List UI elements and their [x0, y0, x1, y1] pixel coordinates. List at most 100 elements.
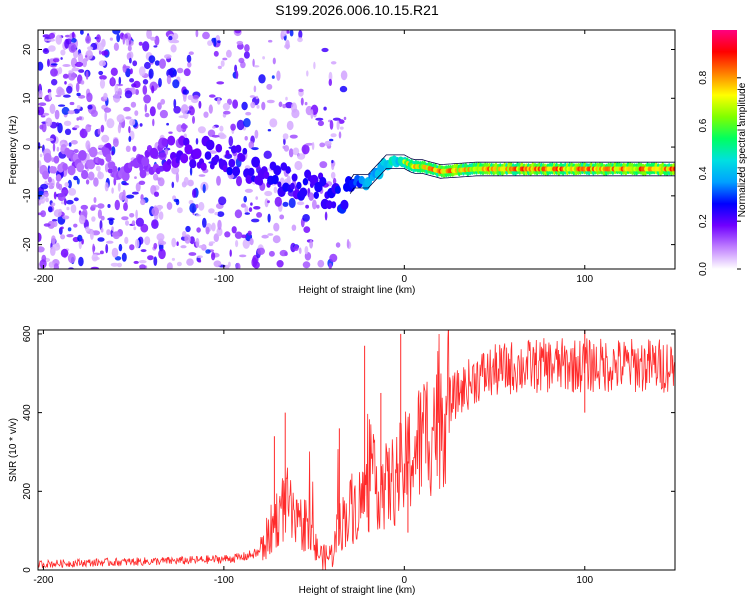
noise-speckle — [111, 150, 114, 156]
carrier-blob — [285, 166, 291, 174]
noise-speckle — [121, 252, 127, 262]
noise-speckle — [101, 50, 109, 56]
noise-speckle — [159, 58, 166, 69]
colorbar-label: Normalized spectral amplitude — [737, 82, 748, 217]
carrier-blob — [192, 148, 202, 160]
noise-speckle — [251, 257, 258, 268]
noise-speckle — [82, 58, 87, 68]
noise-speckle — [134, 110, 139, 116]
noise-speckle — [250, 202, 253, 206]
noise-speckle — [60, 49, 66, 56]
noise-speckle — [67, 110, 76, 115]
noise-speckle — [57, 192, 66, 202]
noise-speckle — [100, 124, 105, 133]
noise-speckle — [39, 124, 44, 130]
noise-speckle — [118, 243, 123, 252]
noise-speckle — [51, 78, 58, 86]
noise-speckle — [267, 213, 271, 223]
snr-y-ticks: 0 200 400 600 — [22, 325, 675, 573]
noise-speckle — [114, 199, 121, 211]
noise-speckle — [236, 40, 244, 45]
noise-speckle — [241, 234, 247, 239]
noise-speckle — [292, 147, 300, 156]
noise-speckle — [38, 61, 44, 71]
noise-speckle — [248, 207, 253, 213]
noise-speckle — [195, 214, 201, 217]
noise-speckle — [285, 96, 288, 101]
noise-speckle — [273, 222, 280, 232]
noise-speckle — [96, 34, 101, 43]
noise-speckle — [192, 115, 195, 124]
carrier-blob — [225, 150, 230, 156]
noise-speckle — [160, 98, 166, 105]
noise-speckle — [99, 250, 104, 255]
noise-speckle — [110, 262, 119, 267]
noise-speckle — [117, 123, 121, 134]
noise-speckle — [323, 106, 327, 111]
noise-speckle — [195, 30, 199, 38]
carrier-blob — [299, 187, 308, 198]
noise-speckle — [48, 32, 56, 39]
noise-speckle — [144, 236, 151, 246]
noise-speckle — [109, 37, 113, 41]
noise-speckle — [335, 242, 341, 248]
noise-speckle — [255, 95, 259, 100]
noise-speckle — [264, 198, 269, 208]
noise-speckle — [133, 260, 139, 264]
noise-speckle — [97, 203, 105, 209]
noise-speckle — [330, 171, 336, 179]
noise-speckle — [274, 196, 282, 207]
noise-speckle — [130, 101, 137, 108]
noise-speckle — [343, 116, 347, 121]
noise-speckle — [124, 236, 129, 244]
colorbar-tick-label: 0.2 — [698, 214, 709, 228]
noise-speckle — [202, 217, 207, 228]
x-tick-label: -100 — [214, 274, 234, 285]
noise-speckle — [324, 211, 328, 221]
noise-speckle — [244, 44, 250, 53]
noise-speckle — [64, 198, 67, 206]
noise-speckle — [133, 80, 141, 88]
noise-speckle — [85, 50, 93, 60]
x-tick-label: 0 — [402, 575, 408, 586]
carrier-blob — [245, 174, 253, 184]
carrier-blob — [105, 154, 112, 163]
noise-speckle — [308, 192, 315, 201]
noise-speckle — [283, 137, 286, 145]
noise-speckle — [111, 187, 114, 194]
carrier-blob — [200, 162, 207, 171]
noise-speckle — [254, 129, 259, 139]
noise-speckle — [208, 150, 217, 154]
noise-speckle — [129, 213, 135, 218]
noise-speckle — [46, 182, 55, 186]
noise-speckle — [67, 253, 76, 264]
noise-speckle — [304, 246, 309, 255]
noise-speckle — [301, 144, 310, 155]
noise-speckle — [189, 203, 197, 214]
noise-speckle — [276, 70, 281, 81]
noise-speckle — [256, 104, 260, 109]
noise-speckle — [329, 120, 334, 130]
noise-speckle — [166, 201, 173, 210]
noise-speckle — [159, 109, 168, 119]
noise-speckle — [129, 57, 132, 64]
carrier-blob — [161, 138, 168, 147]
carrier-blob — [248, 167, 255, 177]
carrier-blob — [331, 201, 337, 209]
noise-speckle — [73, 175, 79, 181]
noise-speckle — [276, 260, 284, 268]
noise-speckle — [60, 57, 63, 60]
noise-speckle — [281, 30, 287, 37]
noise-speckle — [328, 78, 332, 86]
noise-speckle — [80, 204, 89, 210]
noise-speckle — [303, 226, 311, 234]
noise-speckle — [48, 91, 52, 100]
noise-speckle — [184, 234, 191, 244]
noise-speckle — [75, 82, 80, 93]
carrier-blob — [296, 181, 302, 190]
noise-speckle — [135, 217, 144, 227]
noise-speckle — [74, 125, 80, 129]
carrier-blob — [228, 158, 236, 168]
noise-speckle — [68, 188, 77, 196]
noise-speckle — [87, 171, 95, 181]
